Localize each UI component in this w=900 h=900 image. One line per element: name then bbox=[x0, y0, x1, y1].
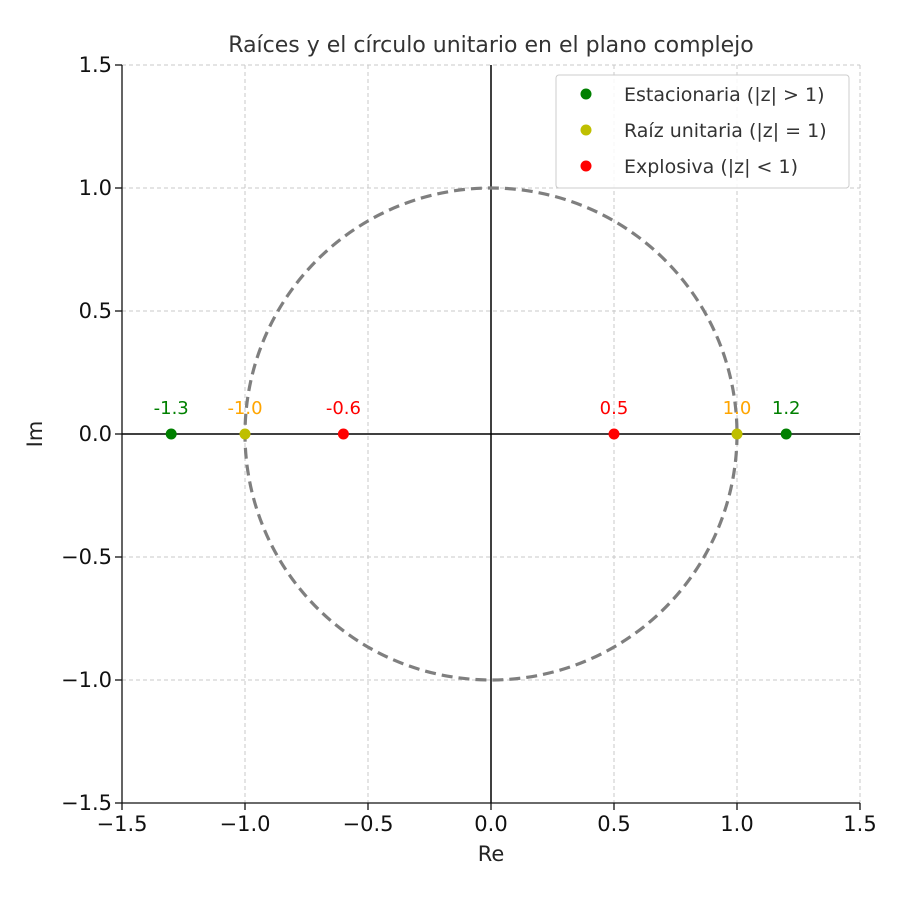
legend-entry-0: Estacionaria (|z| > 1) bbox=[624, 84, 825, 106]
y-tick-label-3: 0.0 bbox=[79, 422, 112, 446]
point-s0-1 bbox=[780, 428, 792, 440]
legend-marker-1 bbox=[580, 124, 592, 136]
x-tick-label-6: 1.5 bbox=[843, 812, 876, 836]
point-s2-1 bbox=[608, 428, 620, 440]
x-tick-label-0: −1.5 bbox=[97, 812, 148, 836]
point-label-s1-1: 1.0 bbox=[723, 398, 752, 419]
x-tick-label-5: 1.0 bbox=[720, 812, 753, 836]
x-tick-label-1: −1.0 bbox=[220, 812, 271, 836]
point-s0-0 bbox=[165, 428, 177, 440]
point-label-s0-1: 1.2 bbox=[772, 398, 801, 419]
point-s1-1 bbox=[731, 428, 743, 440]
y-tick-label-6: 1.5 bbox=[79, 53, 112, 77]
x-tick-label-4: 0.5 bbox=[597, 812, 630, 836]
y-tick-label-5: 1.0 bbox=[79, 176, 112, 200]
point-label-s2-0: -0.6 bbox=[326, 398, 361, 419]
data-points bbox=[165, 428, 792, 440]
point-s1-0 bbox=[239, 428, 251, 440]
point-label-s2-1: 0.5 bbox=[600, 398, 629, 419]
y-tick-label-2: −0.5 bbox=[61, 545, 112, 569]
point-label-s0-0: -1.3 bbox=[154, 398, 189, 419]
point-s2-0 bbox=[337, 428, 349, 440]
legend-marker-2 bbox=[580, 160, 592, 172]
legend-entry-1: Raíz unitaria (|z| = 1) bbox=[624, 120, 827, 142]
legend-entry-2: Explosiva (|z| < 1) bbox=[624, 156, 798, 178]
y-axis-label: Im bbox=[23, 421, 47, 448]
chart-title: Raíces y el círculo unitario en el plano… bbox=[228, 33, 753, 58]
y-tick-label-4: 0.5 bbox=[79, 299, 112, 323]
axis-ticks: −1.5 −1.0 −0.5 0.0 0.5 1.0 1.5 −1.5 −1.0 −0.5 0.0 0… bbox=[61, 53, 877, 836]
legend-items: Estacionaria (|z| > 1) Raíz unitaria (|z|… bbox=[580, 84, 827, 178]
x-axis-label: Re bbox=[478, 842, 505, 866]
y-tick-label-1: −1.0 bbox=[61, 668, 112, 692]
point-label-s1-0: -1.0 bbox=[227, 398, 262, 419]
legend-box bbox=[555, 74, 850, 189]
point-labels: -1.3 1.2 -1.0 1.0 -0.6 0.5 bbox=[154, 398, 801, 419]
x-tick-label-3: 0.0 bbox=[474, 812, 507, 836]
legend: Estacionaria (|z| > 1) Raíz unitaria (|z|… bbox=[555, 74, 850, 189]
y-tick-label-0: −1.5 bbox=[61, 791, 112, 815]
x-tick-label-2: −0.5 bbox=[343, 812, 394, 836]
legend-marker-0 bbox=[580, 88, 592, 100]
